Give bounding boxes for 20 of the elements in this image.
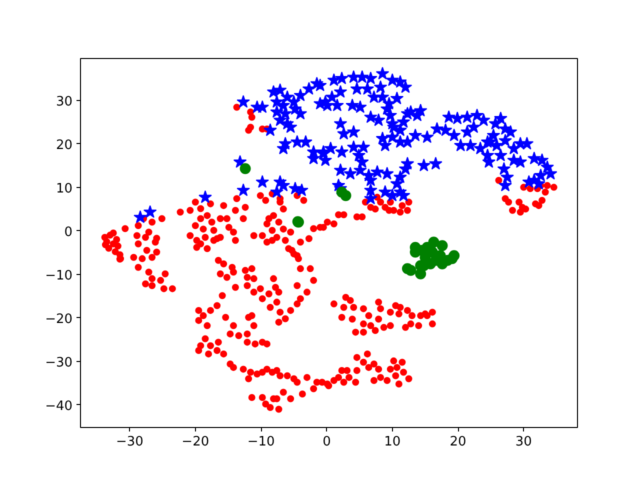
y-tick-label: −40 <box>45 398 73 414</box>
x-tick-label: 30 <box>515 434 532 450</box>
y-tick-label: −10 <box>45 268 73 284</box>
x-tick-label: −10 <box>247 434 275 450</box>
y-tick-label: 10 <box>56 181 73 196</box>
x-tick-label: 10 <box>384 434 401 450</box>
y-tick-label: 30 <box>56 94 73 110</box>
point <box>405 264 416 276</box>
point <box>240 163 251 174</box>
y-tick-label: −20 <box>45 312 73 327</box>
x-tick-label: −20 <box>182 434 210 450</box>
point <box>448 250 460 262</box>
y-tick-label: −30 <box>45 355 73 370</box>
x-tick-label: 20 <box>450 434 466 450</box>
x-tick-label: −30 <box>116 434 144 450</box>
point <box>340 190 352 202</box>
y-tick-label: 0 <box>64 224 73 240</box>
x-tick-label: 0 <box>322 434 331 450</box>
y-tick-label: 20 <box>56 138 73 153</box>
point <box>436 240 448 252</box>
